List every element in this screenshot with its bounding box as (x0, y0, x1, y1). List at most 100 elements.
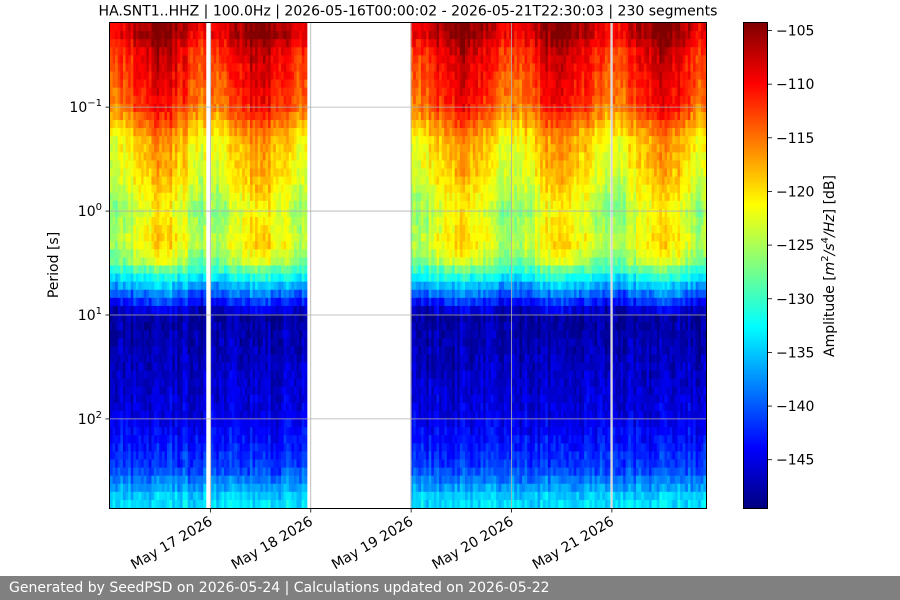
heatmap-cell (270, 87, 274, 97)
heatmap-cell (182, 200, 186, 210)
heatmap-cell (110, 23, 113, 32)
heatmap-cell (229, 249, 233, 258)
heatmap-cell (239, 435, 243, 444)
heatmap-cell (260, 71, 264, 80)
heatmap-cell (167, 322, 170, 331)
heatmap-cell (133, 305, 137, 315)
heatmap-cell (273, 39, 277, 48)
heatmap-cell (249, 103, 253, 113)
heatmap-cell (278, 419, 282, 428)
heatmap-cell (281, 87, 285, 97)
heatmap-cell (200, 443, 204, 452)
heatmap-cell (270, 386, 274, 396)
heatmap-cell (174, 249, 178, 258)
heatmap-cell (125, 411, 129, 420)
heatmap-cell (169, 176, 173, 186)
heatmap-cell (242, 491, 246, 501)
heatmap-cell (192, 411, 196, 420)
heatmap-cell (410, 55, 414, 64)
heatmap-cell (122, 225, 126, 234)
heatmap-cell (112, 362, 116, 371)
heatmap-cell (278, 459, 282, 468)
heatmap-cell (211, 411, 215, 420)
heatmap-cell (216, 200, 220, 210)
heatmap-cell (115, 136, 119, 145)
heatmap-cell (431, 297, 435, 307)
heatmap-cell (174, 273, 178, 283)
heatmap-cell (229, 459, 233, 468)
heatmap-cell (143, 184, 147, 194)
heatmap-cell (164, 330, 168, 339)
heatmap-cell (433, 63, 437, 72)
heatmap-cell (213, 419, 217, 428)
heatmap-cell (431, 419, 435, 428)
heatmap-cell (117, 265, 121, 274)
heatmap-cell (270, 168, 274, 177)
heatmap-cell (122, 249, 126, 258)
heatmap-cell (135, 249, 139, 258)
heatmap-cell (164, 176, 168, 186)
heatmap-cell (179, 103, 183, 113)
heatmap-cell (187, 386, 191, 396)
heatmap-cell (154, 297, 158, 307)
heatmap-cell (249, 47, 253, 56)
heatmap-cell (185, 322, 189, 331)
heatmap-cell (198, 491, 202, 501)
heatmap-cell (128, 95, 132, 105)
heatmap-cell (120, 362, 124, 371)
heatmap-cell (301, 322, 305, 331)
heatmap-cell (413, 184, 417, 194)
heatmap-cell (112, 354, 116, 363)
heatmap-cell (304, 451, 308, 460)
heatmap-cell (213, 297, 217, 307)
heatmap-cell (262, 71, 266, 80)
heatmap-cell (192, 427, 196, 436)
heatmap-cell (288, 200, 292, 210)
heatmap-cell (301, 23, 305, 32)
heatmap-cell (125, 184, 129, 194)
heatmap-cell (169, 491, 173, 501)
heatmap-cell (291, 475, 295, 485)
heatmap-cell (172, 483, 176, 493)
heatmap-cell (418, 281, 422, 291)
heatmap-cell (304, 95, 308, 105)
heatmap-cell (293, 297, 297, 307)
heatmap-cell (252, 338, 256, 347)
heatmap-cell (252, 451, 256, 460)
heatmap-cell (120, 31, 124, 40)
heatmap-cell (164, 144, 168, 153)
heatmap-cell (198, 419, 202, 428)
heatmap-cell (179, 394, 183, 404)
heatmap-cell (283, 95, 287, 105)
heatmap-cell (177, 79, 181, 89)
heatmap-cell (221, 491, 225, 501)
heatmap-cell (286, 249, 290, 258)
heatmap-cell (275, 257, 279, 266)
heatmap-cell (426, 354, 430, 363)
heatmap-cell (410, 200, 414, 210)
heatmap-cell (216, 443, 220, 452)
heatmap-cell (252, 281, 256, 291)
heatmap-cell (244, 152, 248, 161)
heatmap-cell (281, 233, 285, 242)
heatmap-cell (234, 362, 238, 371)
heatmap-cell (151, 63, 155, 72)
heatmap-cell (252, 491, 256, 501)
heatmap-cell (283, 499, 287, 509)
heatmap-cell (156, 459, 160, 468)
heatmap-cell (151, 483, 155, 493)
heatmap-cell (426, 71, 430, 80)
heatmap-cell (299, 95, 303, 105)
heatmap-cell (265, 87, 269, 97)
heatmap-cell (301, 427, 305, 436)
heatmap-cell (159, 402, 163, 412)
heatmap-cell (293, 314, 297, 323)
heatmap-cell (172, 160, 176, 169)
heatmap-cell (281, 281, 285, 291)
heatmap-cell (200, 297, 204, 307)
heatmap-cell (177, 411, 181, 420)
heatmap-cell (161, 63, 165, 72)
heatmap-cell (135, 120, 139, 129)
heatmap-cell (255, 55, 259, 64)
heatmap-cell (159, 305, 163, 315)
